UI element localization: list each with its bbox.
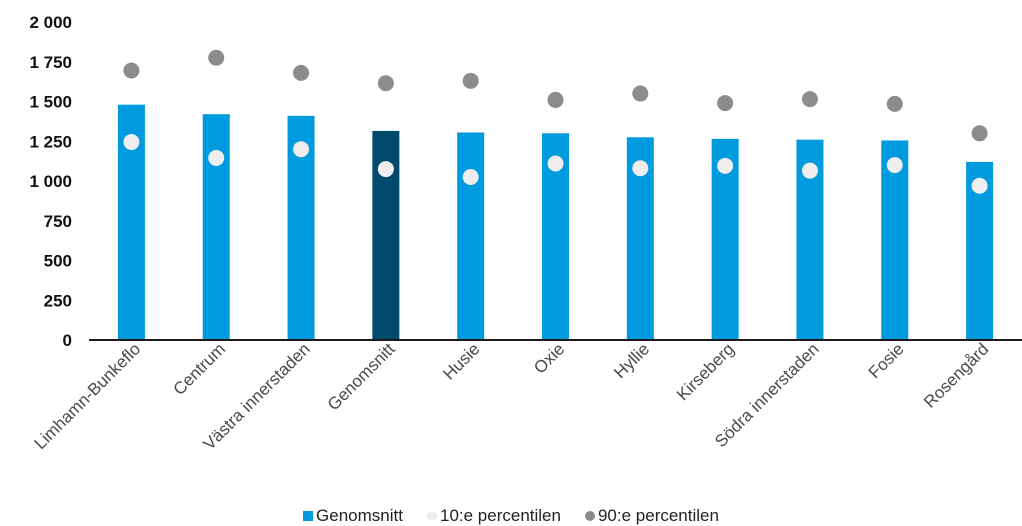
y-tick-label-1250: 1 250 [29, 132, 72, 151]
dot-p10-kirseberg [717, 157, 734, 174]
legend: Genomsnitt 10:e percentilen 90:e percent… [0, 506, 1022, 526]
legend-item-90th-percentile: 90:e percentilen [584, 506, 719, 526]
dot-p90-genomsnitt [377, 75, 394, 92]
x-tick-label-genomsnitt: Genomsnitt [324, 339, 399, 414]
y-tick-label-2000: 2 000 [29, 13, 72, 32]
dot-p10-rosengard [971, 177, 988, 194]
dot-p10-oxie [547, 155, 564, 172]
dot-p90-hyllie [632, 85, 649, 102]
dot-p10-hyllie [632, 160, 649, 177]
y-tick-label-500: 500 [44, 252, 72, 271]
dot-p10-husie [462, 169, 479, 186]
chart-area: 0 250 500 750 1 000 1 250 1 500 1 750 2 000 Limh… [29, 13, 1022, 454]
dot-p10-vastra-innerstaden [293, 141, 310, 158]
legend-swatch-genomsnitt [303, 511, 314, 521]
dot-p10-genomsnitt [377, 161, 394, 178]
legend-label-genomsnitt: Genomsnitt [316, 506, 403, 525]
legend-item-genomsnitt: Genomsnitt [303, 506, 403, 526]
y-tick-label-0: 0 [63, 331, 72, 350]
x-tick-label-centrum: Centrum [170, 339, 230, 399]
legend-item-10th-percentile: 10:e percentilen [426, 506, 561, 526]
y-tick-label-1750: 1 750 [29, 53, 72, 72]
dot-p90-fosie [886, 95, 903, 112]
dot-p10-fosie [886, 157, 903, 174]
dot-p90-rosengard [971, 125, 988, 142]
dots-group [123, 49, 988, 194]
x-tick-label-husie: Husie [439, 339, 483, 383]
legend-swatch-10th-percentile [426, 511, 437, 521]
bars-group [117, 104, 994, 341]
dot-p90-husie [462, 72, 479, 89]
dot-p90-kirseberg [717, 95, 734, 112]
dot-p90-oxie [547, 91, 564, 108]
x-tick-label-hyllie: Hyllie [610, 339, 653, 382]
x-tick-label-kirseberg: Kirseberg [673, 339, 738, 404]
dot-p90-sodra-innerstaden [801, 91, 818, 108]
y-tick-labels: 0 250 500 750 1 000 1 250 1 500 1 750 2 000 [29, 13, 72, 350]
dot-p90-limhamn-bunkeflo [123, 62, 140, 79]
y-tick-label-250: 250 [44, 291, 72, 310]
bar-fosie [881, 140, 909, 340]
legend-label-10th-percentile: 10:e percentilen [439, 506, 561, 525]
dot-p10-centrum [208, 149, 225, 166]
dot-p90-vastra-innerstaden [293, 64, 310, 81]
y-tick-label-1500: 1 500 [29, 93, 72, 112]
y-tick-label-1000: 1 000 [29, 172, 72, 191]
legend-swatch-90th-percentile [584, 511, 595, 521]
x-tick-label-fosie: Fosie [865, 339, 908, 382]
y-tick-label-750: 750 [44, 212, 72, 231]
dot-p90-centrum [208, 49, 225, 66]
legend-label-90th-percentile: 90:e percentilen [597, 506, 719, 525]
x-tick-label-oxie: Oxie [530, 339, 568, 377]
dot-p10-sodra-innerstaden [801, 162, 818, 179]
bar-husie [457, 132, 485, 340]
x-tick-label-limhamn-bunkeflo: Limhamn-Bunkeflo [31, 339, 145, 453]
x-tick-label-rosengard: Rosengård [920, 339, 992, 411]
bar-centrum [202, 114, 230, 340]
dot-p10-limhamn-bunkeflo [123, 134, 140, 151]
